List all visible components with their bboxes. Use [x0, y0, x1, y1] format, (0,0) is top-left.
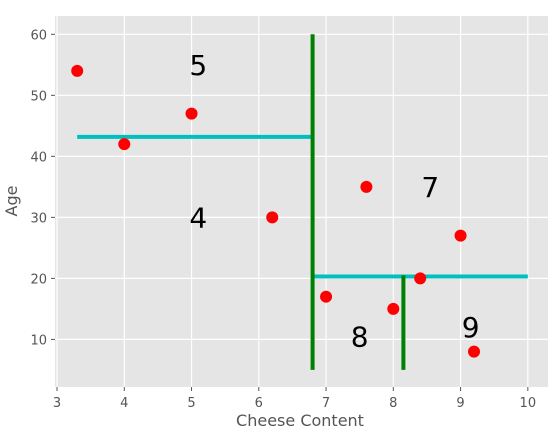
x-tick-label: 3: [53, 396, 61, 411]
x-tick-label: 8: [389, 396, 397, 411]
data-point: [387, 302, 400, 315]
x-tick-labels: 3 4 5 6 7 8 9 10: [53, 387, 536, 411]
data-point: [118, 138, 131, 151]
x-axis-label: Cheese Content: [236, 411, 364, 429]
x-tick-label: 9: [456, 396, 464, 411]
region-label: 7: [421, 171, 439, 204]
x-tick-label: 7: [322, 396, 330, 411]
y-tick-label: 60: [30, 28, 47, 43]
data-point: [454, 229, 467, 242]
y-tick-label: 10: [30, 333, 47, 348]
y-tick-label: 50: [30, 89, 47, 104]
data-point: [414, 272, 427, 285]
data-point: [266, 211, 279, 224]
data-point: [71, 64, 84, 77]
plot-background: [55, 16, 548, 387]
region-labels: 5 4 7 8 9: [189, 49, 479, 354]
data-point: [468, 345, 481, 358]
y-tick-labels: 10 20 30 40 50 60: [30, 28, 55, 348]
data-point: [320, 290, 333, 303]
x-tick-label: 5: [187, 396, 195, 411]
y-tick-label: 40: [30, 150, 47, 165]
region-label: 8: [351, 320, 369, 353]
x-tick-label: 10: [520, 396, 537, 411]
data-point: [185, 107, 198, 120]
x-tick-label: 4: [120, 396, 128, 411]
region-label: 4: [189, 201, 207, 234]
y-tick-label: 30: [30, 211, 47, 226]
region-label: 5: [189, 49, 207, 82]
region-label: 9: [462, 311, 480, 344]
data-points: [71, 64, 481, 358]
data-point: [360, 180, 373, 193]
y-tick-label: 20: [30, 272, 47, 287]
x-tick-label: 6: [255, 396, 263, 411]
y-axis-label: Age: [2, 186, 21, 217]
